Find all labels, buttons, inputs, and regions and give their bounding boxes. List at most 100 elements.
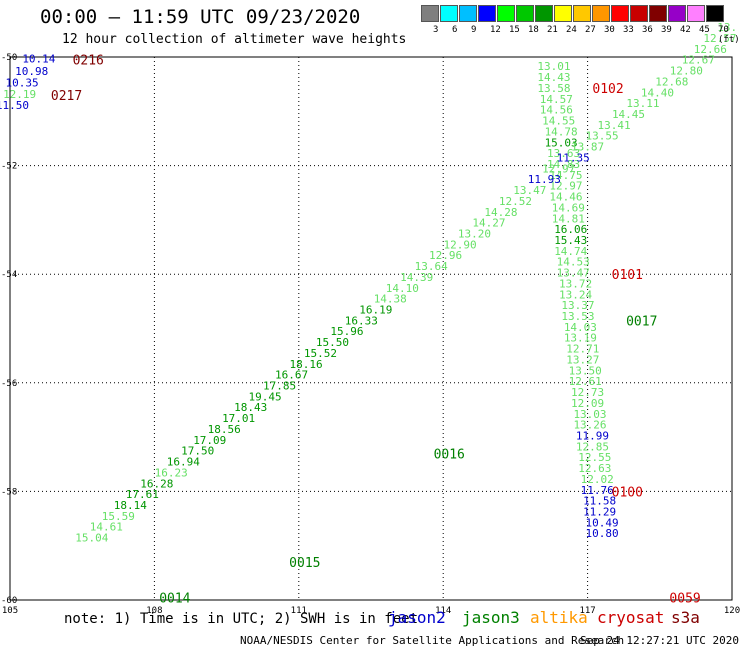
wave-height-label: 14.61 bbox=[90, 521, 123, 534]
wave-height-label: 13.41 bbox=[598, 119, 631, 132]
wave-height-label: 12.97 bbox=[549, 180, 582, 193]
wave-height-label: 14.83 bbox=[547, 158, 580, 171]
wave-height-label: 14.27 bbox=[472, 217, 505, 230]
wave-height-label: 10.80 bbox=[585, 527, 618, 540]
y-tick-label: -52 bbox=[1, 162, 17, 172]
wave-height-label: 16.28 bbox=[140, 477, 173, 490]
wave-height-label: 12.09 bbox=[571, 397, 604, 410]
wave-height-label: 13.19 bbox=[564, 332, 597, 345]
wave-height-label: 18.16 bbox=[289, 358, 322, 371]
wave-height-label: 11.93 bbox=[528, 173, 561, 186]
color-swatch bbox=[421, 5, 439, 22]
wave-height-label: 14.43 bbox=[537, 71, 570, 84]
wave-height-label: 16.23 bbox=[155, 466, 188, 479]
wave-height-label: 12.97 bbox=[542, 162, 575, 175]
color-swatch bbox=[668, 5, 686, 22]
wave-height-label: 15.43 bbox=[554, 234, 587, 247]
wave-height-label: 12.68 bbox=[655, 75, 688, 88]
wave-height-label: 16.33 bbox=[345, 314, 378, 327]
wave-height-label: 14.56 bbox=[540, 104, 573, 117]
wave-height-label: 15.59 bbox=[102, 510, 135, 523]
wave-height-label: 14.10 bbox=[386, 282, 419, 295]
wave-height-label: 13.55 bbox=[585, 130, 618, 143]
wave-height-label: 14.78 bbox=[545, 125, 578, 138]
wave-height-label: 16.19 bbox=[359, 303, 392, 316]
wave-height-label: 14.39 bbox=[400, 271, 433, 284]
y-tick-label: -54 bbox=[1, 270, 17, 280]
credit-line: NOAA/NESDIS Center for Satellite Applica… bbox=[240, 634, 625, 647]
wave-height-label: 13.87 bbox=[571, 141, 604, 154]
color-scale-label: 45 bbox=[699, 25, 710, 35]
color-swatch bbox=[630, 5, 648, 22]
wave-height-label: 11.99 bbox=[576, 429, 609, 442]
wave-height-label: 13.64 bbox=[415, 260, 448, 273]
color-swatch bbox=[687, 5, 705, 22]
plot-border bbox=[9, 56, 733, 601]
wave-height-label: 12.63 bbox=[578, 462, 611, 475]
wave-height-label: 18.56 bbox=[208, 423, 241, 436]
color-swatch bbox=[649, 5, 667, 22]
time-label: 0016 bbox=[434, 447, 465, 462]
wave-height-label: 17.01 bbox=[222, 412, 255, 425]
time-label: 0217 bbox=[51, 89, 82, 104]
wave-height-label: 13.53 bbox=[561, 310, 594, 323]
satellite-legend-cryosat: cryosat bbox=[597, 608, 665, 627]
color-swatch bbox=[497, 5, 515, 22]
wave-height-label: 14.55 bbox=[542, 115, 575, 128]
color-swatch bbox=[554, 5, 572, 22]
wave-height-label: 11.76 bbox=[581, 484, 614, 497]
wave-height-label: 10.14 bbox=[22, 53, 55, 66]
color-swatch bbox=[516, 5, 534, 22]
y-tick-label: -56 bbox=[1, 379, 17, 389]
wave-height-label: 14.38 bbox=[374, 293, 407, 306]
wave-height-label: 14.40 bbox=[641, 86, 674, 99]
wave-height-label: 10.98 bbox=[15, 65, 48, 78]
wave-height-label: 14.03 bbox=[564, 321, 597, 334]
wave-height-label: 12.71 bbox=[566, 343, 599, 356]
wave-height-label: 13.26 bbox=[573, 419, 606, 432]
x-tick-label: 111 bbox=[291, 606, 307, 616]
wave-height-label: 12.96 bbox=[429, 249, 462, 262]
wave-height-label: 13.72 bbox=[559, 277, 592, 290]
wave-height-label: 12.80 bbox=[670, 65, 703, 78]
color-scale-label: 36 bbox=[642, 25, 653, 35]
chart-frame bbox=[9, 56, 733, 601]
chart-grid bbox=[10, 57, 732, 600]
satellite-legend-s3a: s3a bbox=[671, 608, 700, 627]
color-scale-label: 6 bbox=[452, 25, 458, 35]
wave-height-label: 14.45 bbox=[612, 108, 645, 121]
color-scale-label: 30 bbox=[604, 25, 615, 35]
color-swatch bbox=[440, 5, 458, 22]
color-swatch bbox=[459, 5, 477, 22]
x-tick-label: 114 bbox=[435, 606, 451, 616]
time-label: 0216 bbox=[73, 54, 104, 69]
wave-height-label: 12.19 bbox=[3, 88, 36, 101]
color-scale-label: 33 bbox=[623, 25, 634, 35]
chart-subtitle: 12 hour collection of altimeter wave hei… bbox=[62, 32, 407, 47]
wave-height-label: 13.03 bbox=[573, 408, 606, 421]
wave-height-label: 14.46 bbox=[549, 191, 582, 204]
wave-height-label: 14.75 bbox=[549, 169, 582, 182]
wave-height-label: 13.47 bbox=[513, 184, 546, 197]
color-scale-label: 3 bbox=[433, 25, 439, 35]
satellite-legend-jason2: jason2 bbox=[388, 608, 446, 627]
wave-height-label: 12.67 bbox=[682, 54, 715, 67]
footnote: note: 1) Time is in UTC; 2) SWH is in fe… bbox=[64, 611, 419, 627]
color-scale-label: 21 bbox=[547, 25, 558, 35]
wave-height-label: 12.57 bbox=[703, 32, 736, 45]
x-tick-label: 120 bbox=[724, 606, 740, 616]
color-scale-label: 9 bbox=[471, 25, 477, 35]
wave-height-label: 17.50 bbox=[181, 445, 214, 458]
generation-timestamp: Sep 24 12:27:21 UTC 2020 bbox=[580, 634, 739, 647]
time-label: 0059 bbox=[669, 591, 700, 606]
color-scale-label: 18 bbox=[528, 25, 539, 35]
wave-height-label: 13.27 bbox=[566, 353, 599, 366]
wave-height-label: 13.20 bbox=[458, 227, 491, 240]
color-swatch bbox=[573, 5, 591, 22]
wave-height-label: 11.50 bbox=[0, 99, 29, 112]
wave-height-label: 12.73 bbox=[571, 386, 604, 399]
wave-height-label: 12.85 bbox=[576, 440, 609, 453]
wave-height-label: 12.61 bbox=[569, 375, 602, 388]
